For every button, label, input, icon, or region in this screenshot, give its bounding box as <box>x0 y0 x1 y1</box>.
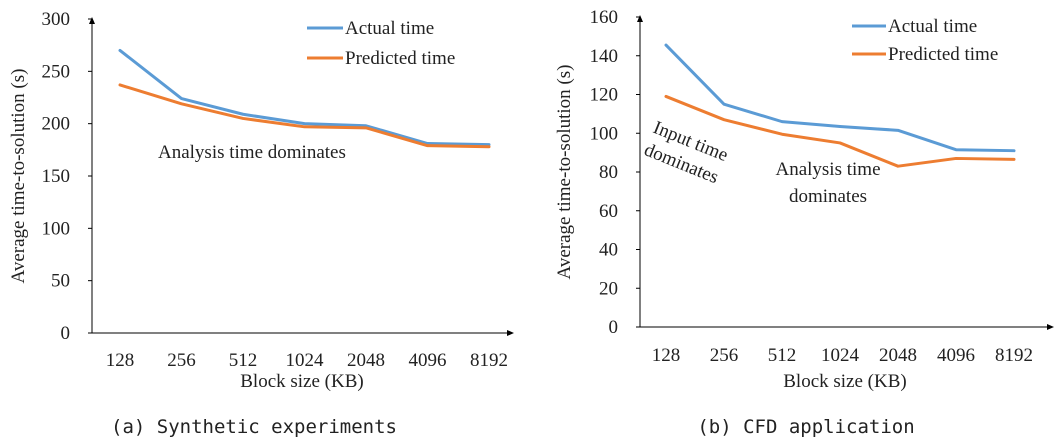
x-tick-label: 1024 <box>286 350 325 371</box>
x-axis-arrow <box>507 330 514 336</box>
x-tick-label: 1024 <box>821 345 860 366</box>
y-tick-label: 100 <box>42 218 71 239</box>
y-axis-title: Average time-to-solution (s) <box>8 69 29 284</box>
y-tick-label: 200 <box>42 114 71 135</box>
data-point <box>722 102 726 106</box>
data-point <box>722 118 726 121</box>
data-point <box>303 125 306 129</box>
data-point <box>896 129 900 132</box>
chart-panel-1: 0 50 100 150 200 250 300 128 256 512 1024 2048 4096 8… <box>8 9 514 438</box>
y-tick-label: 40 <box>599 240 618 261</box>
data-point <box>664 43 668 47</box>
data-point <box>1012 158 1016 161</box>
legend-label: Predicted time <box>888 44 998 65</box>
x-tick-label: 8192 <box>995 345 1033 366</box>
y-tick-label: 80 <box>599 162 618 183</box>
data-point <box>364 126 368 130</box>
x-tick-label: 128 <box>652 345 681 366</box>
annotation-line: dominates <box>789 186 867 207</box>
legend-label: Predicted time <box>345 48 455 69</box>
chart-caption: (a) Synthetic experiments <box>111 416 397 438</box>
y-tick-label: 0 <box>61 323 71 344</box>
y-tick-label: 160 <box>590 7 619 28</box>
y-tick-label: 140 <box>590 46 619 67</box>
y-tick-label: 300 <box>42 9 71 30</box>
x-tick-label: 2048 <box>879 345 917 366</box>
x-tick-label: 512 <box>229 350 258 371</box>
data-point <box>838 141 842 145</box>
data-point <box>241 113 245 116</box>
x-tick-label: 512 <box>768 345 797 366</box>
data-point <box>241 117 245 120</box>
x-tick-label: 256 <box>167 350 196 371</box>
x-tick-label: 8192 <box>470 350 508 371</box>
x-tick-label: 256 <box>710 345 739 366</box>
annotation-line: Analysis time <box>775 159 880 180</box>
legend-label: Actual time <box>888 16 977 37</box>
x-axis-arrow <box>1047 324 1054 330</box>
y-tick-label: 250 <box>42 61 71 82</box>
y-tick-label: 120 <box>590 85 619 106</box>
data-point <box>780 120 784 123</box>
y-tick-label: 0 <box>609 317 619 338</box>
x-tick-label: 2048 <box>347 350 385 371</box>
data-point <box>954 148 958 151</box>
y-axis-arrow <box>637 15 643 22</box>
data-point <box>118 49 122 52</box>
y-axis-arrow <box>89 17 95 24</box>
x-tick-label: 4096 <box>409 350 447 371</box>
x-tick-label: 128 <box>106 350 135 371</box>
y-tick-label: 150 <box>42 166 71 187</box>
y-tick-label: 50 <box>51 271 70 292</box>
chart-panel-2: 0 20 40 60 80 100 120 140 160 128 256 512 1024 2048 40… <box>554 7 1054 438</box>
data-point <box>118 83 122 87</box>
annotation: Analysis time dominates <box>775 159 880 207</box>
data-point <box>954 157 958 160</box>
x-axis-title: Block size (KB) <box>240 371 363 392</box>
legend-label: Actual time <box>345 18 434 39</box>
data-point <box>426 144 429 147</box>
y-tick-label: 100 <box>590 123 619 144</box>
data-point <box>180 102 183 105</box>
y-tick-label: 20 <box>599 278 618 299</box>
x-tick-label: 4096 <box>937 345 975 366</box>
data-point <box>1012 149 1016 152</box>
data-point <box>664 95 668 98</box>
y-tick-label: 60 <box>599 201 618 222</box>
chart-caption: (b) CFD application <box>697 416 914 438</box>
annotation: Analysis time dominates <box>158 142 346 163</box>
data-point <box>780 133 784 136</box>
data-point <box>838 125 842 128</box>
data-point <box>180 97 183 100</box>
annotation: Input timedominates <box>641 117 731 188</box>
data-point <box>303 122 306 125</box>
y-axis-title: Average time-to-solution (s) <box>554 65 575 280</box>
data-point <box>487 145 491 148</box>
x-axis-title: Block size (KB) <box>783 371 906 392</box>
data-point <box>896 164 900 168</box>
